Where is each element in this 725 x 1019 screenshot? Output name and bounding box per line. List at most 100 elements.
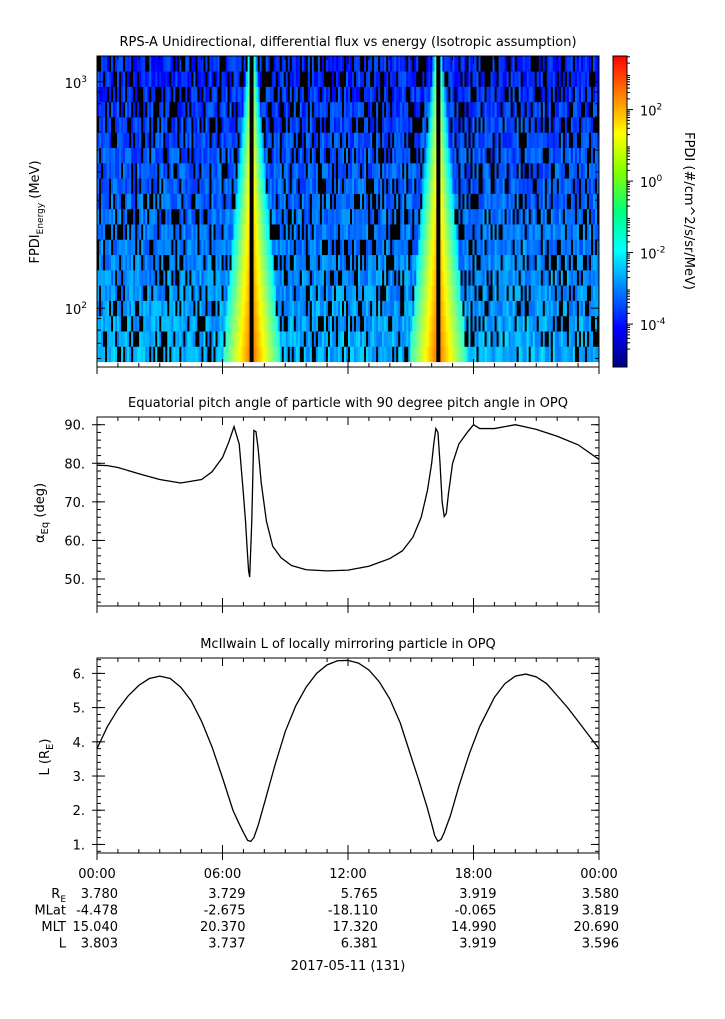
spectrogram-cell (512, 300, 515, 317)
spectrogram-cell (317, 270, 321, 286)
spectrogram-cell (470, 193, 473, 210)
spectrogram-cell (275, 270, 279, 286)
spectrogram-cell (452, 331, 455, 347)
spectrogram-cell (209, 208, 212, 225)
spectrogram-cell (474, 178, 477, 194)
spectrogram-cell (245, 163, 248, 179)
spectrogram-cell (285, 224, 289, 240)
spectrogram-cell (350, 132, 353, 149)
spectrogram-cell (211, 71, 214, 87)
spectrogram-cell (520, 163, 523, 179)
spectrogram-cell (245, 71, 248, 87)
spectrogram-cell (175, 346, 178, 363)
spectrogram-cell (542, 86, 546, 103)
spectrogram-cell (504, 117, 507, 133)
spectrogram-cell (376, 147, 379, 164)
spectrogram-cell (101, 193, 104, 210)
spectrogram-cell (311, 254, 315, 271)
spectrogram-cell (434, 285, 437, 301)
spectrogram-cell (586, 315, 590, 332)
spectrogram-cell (331, 239, 335, 256)
spectrogram-cell (446, 331, 449, 347)
spectrogram-cell (420, 132, 423, 149)
spectrogram-cell (227, 56, 230, 72)
spectrogram-cell (406, 178, 409, 194)
spectrogram-cell (494, 285, 497, 301)
spectrogram-cell (101, 208, 104, 225)
spectrogram-cell (311, 300, 315, 317)
spectrogram-cell (436, 315, 439, 332)
spectrogram-cell (368, 117, 371, 133)
spectrogram-cell (227, 208, 230, 225)
spectrogram-cell (107, 178, 110, 194)
spectrogram-cell (470, 300, 473, 317)
spectrogram-cell (370, 285, 373, 301)
spectrogram-cell (458, 270, 461, 286)
spectrogram-cell (460, 147, 463, 164)
spectrogram-cell (486, 300, 489, 317)
spectrogram-cell (149, 315, 152, 332)
spectrogram-cell (211, 56, 214, 72)
spectrogram-cell (193, 239, 196, 256)
spectrogram-cell (560, 315, 564, 332)
spectrogram-cell (552, 315, 556, 332)
spectrogram-cell (131, 101, 134, 118)
spectrogram-cell (524, 178, 528, 194)
spectrogram-cell (159, 101, 162, 118)
spectrogram-cell (452, 239, 455, 256)
spectrogram-cell (518, 208, 521, 225)
spectrogram-cell (582, 117, 586, 133)
spectrogram-cell (518, 101, 521, 118)
spectrogram-cell (522, 315, 526, 332)
spectrogram-cell (450, 224, 453, 240)
spectrogram-cell (498, 239, 501, 256)
spectrogram-cell (468, 331, 471, 347)
spectrogram-cell (265, 193, 268, 210)
spectrogram-cell (177, 331, 180, 347)
spectrogram-cell (418, 193, 421, 210)
spectrogram-cell (456, 300, 459, 317)
spectrogram-cell (233, 117, 236, 133)
spectrogram-cell (305, 132, 309, 149)
spectrogram-cell (430, 193, 433, 210)
spectrogram-cell (442, 315, 445, 332)
spectrogram-cell (249, 147, 252, 164)
spectrogram-cell (468, 163, 471, 179)
spectrogram-cell (239, 270, 242, 286)
spectrogram-cell (213, 86, 216, 103)
spectrogram-cell (277, 315, 281, 332)
spectrogram-cell (155, 132, 158, 149)
spectrogram-cell (99, 285, 102, 301)
spectrogram-cell (482, 147, 485, 164)
spectrogram-cell (307, 56, 311, 72)
spectrogram-cell (354, 239, 357, 256)
spectrogram-cell (514, 270, 517, 286)
spectrogram-cell (362, 254, 365, 271)
spectrogram-cell (472, 193, 475, 210)
spectrogram-cell (329, 315, 333, 332)
spectrogram-cell (504, 315, 507, 332)
spectrogram-cell (578, 147, 582, 164)
spectrogram-cell (482, 224, 485, 240)
spectrogram-cell (259, 86, 262, 103)
spectrogram-cell (245, 300, 248, 317)
spectrogram-cell (402, 346, 405, 363)
spectrogram-cell (183, 285, 186, 301)
spectrogram-cell (566, 132, 570, 149)
spectrogram-cell (360, 178, 363, 194)
spectrogram-cell (273, 117, 277, 133)
spectrogram-cell (580, 346, 584, 363)
spectrogram-cell (594, 239, 598, 256)
spectrogram-cell (223, 117, 226, 133)
spectrogram-cell (249, 132, 252, 149)
spectrogram-cell (283, 101, 287, 118)
spectrogram-cell (175, 239, 178, 256)
spectrogram-cell (183, 193, 186, 210)
spectrogram-cell (307, 270, 311, 286)
spectrogram-cell (281, 101, 285, 118)
spectrogram-cell (177, 224, 180, 240)
spectrogram-cell (335, 71, 339, 87)
spectrogram-cell (478, 132, 481, 149)
spectrogram-cell (227, 285, 230, 301)
spectrogram-cell (592, 254, 596, 271)
